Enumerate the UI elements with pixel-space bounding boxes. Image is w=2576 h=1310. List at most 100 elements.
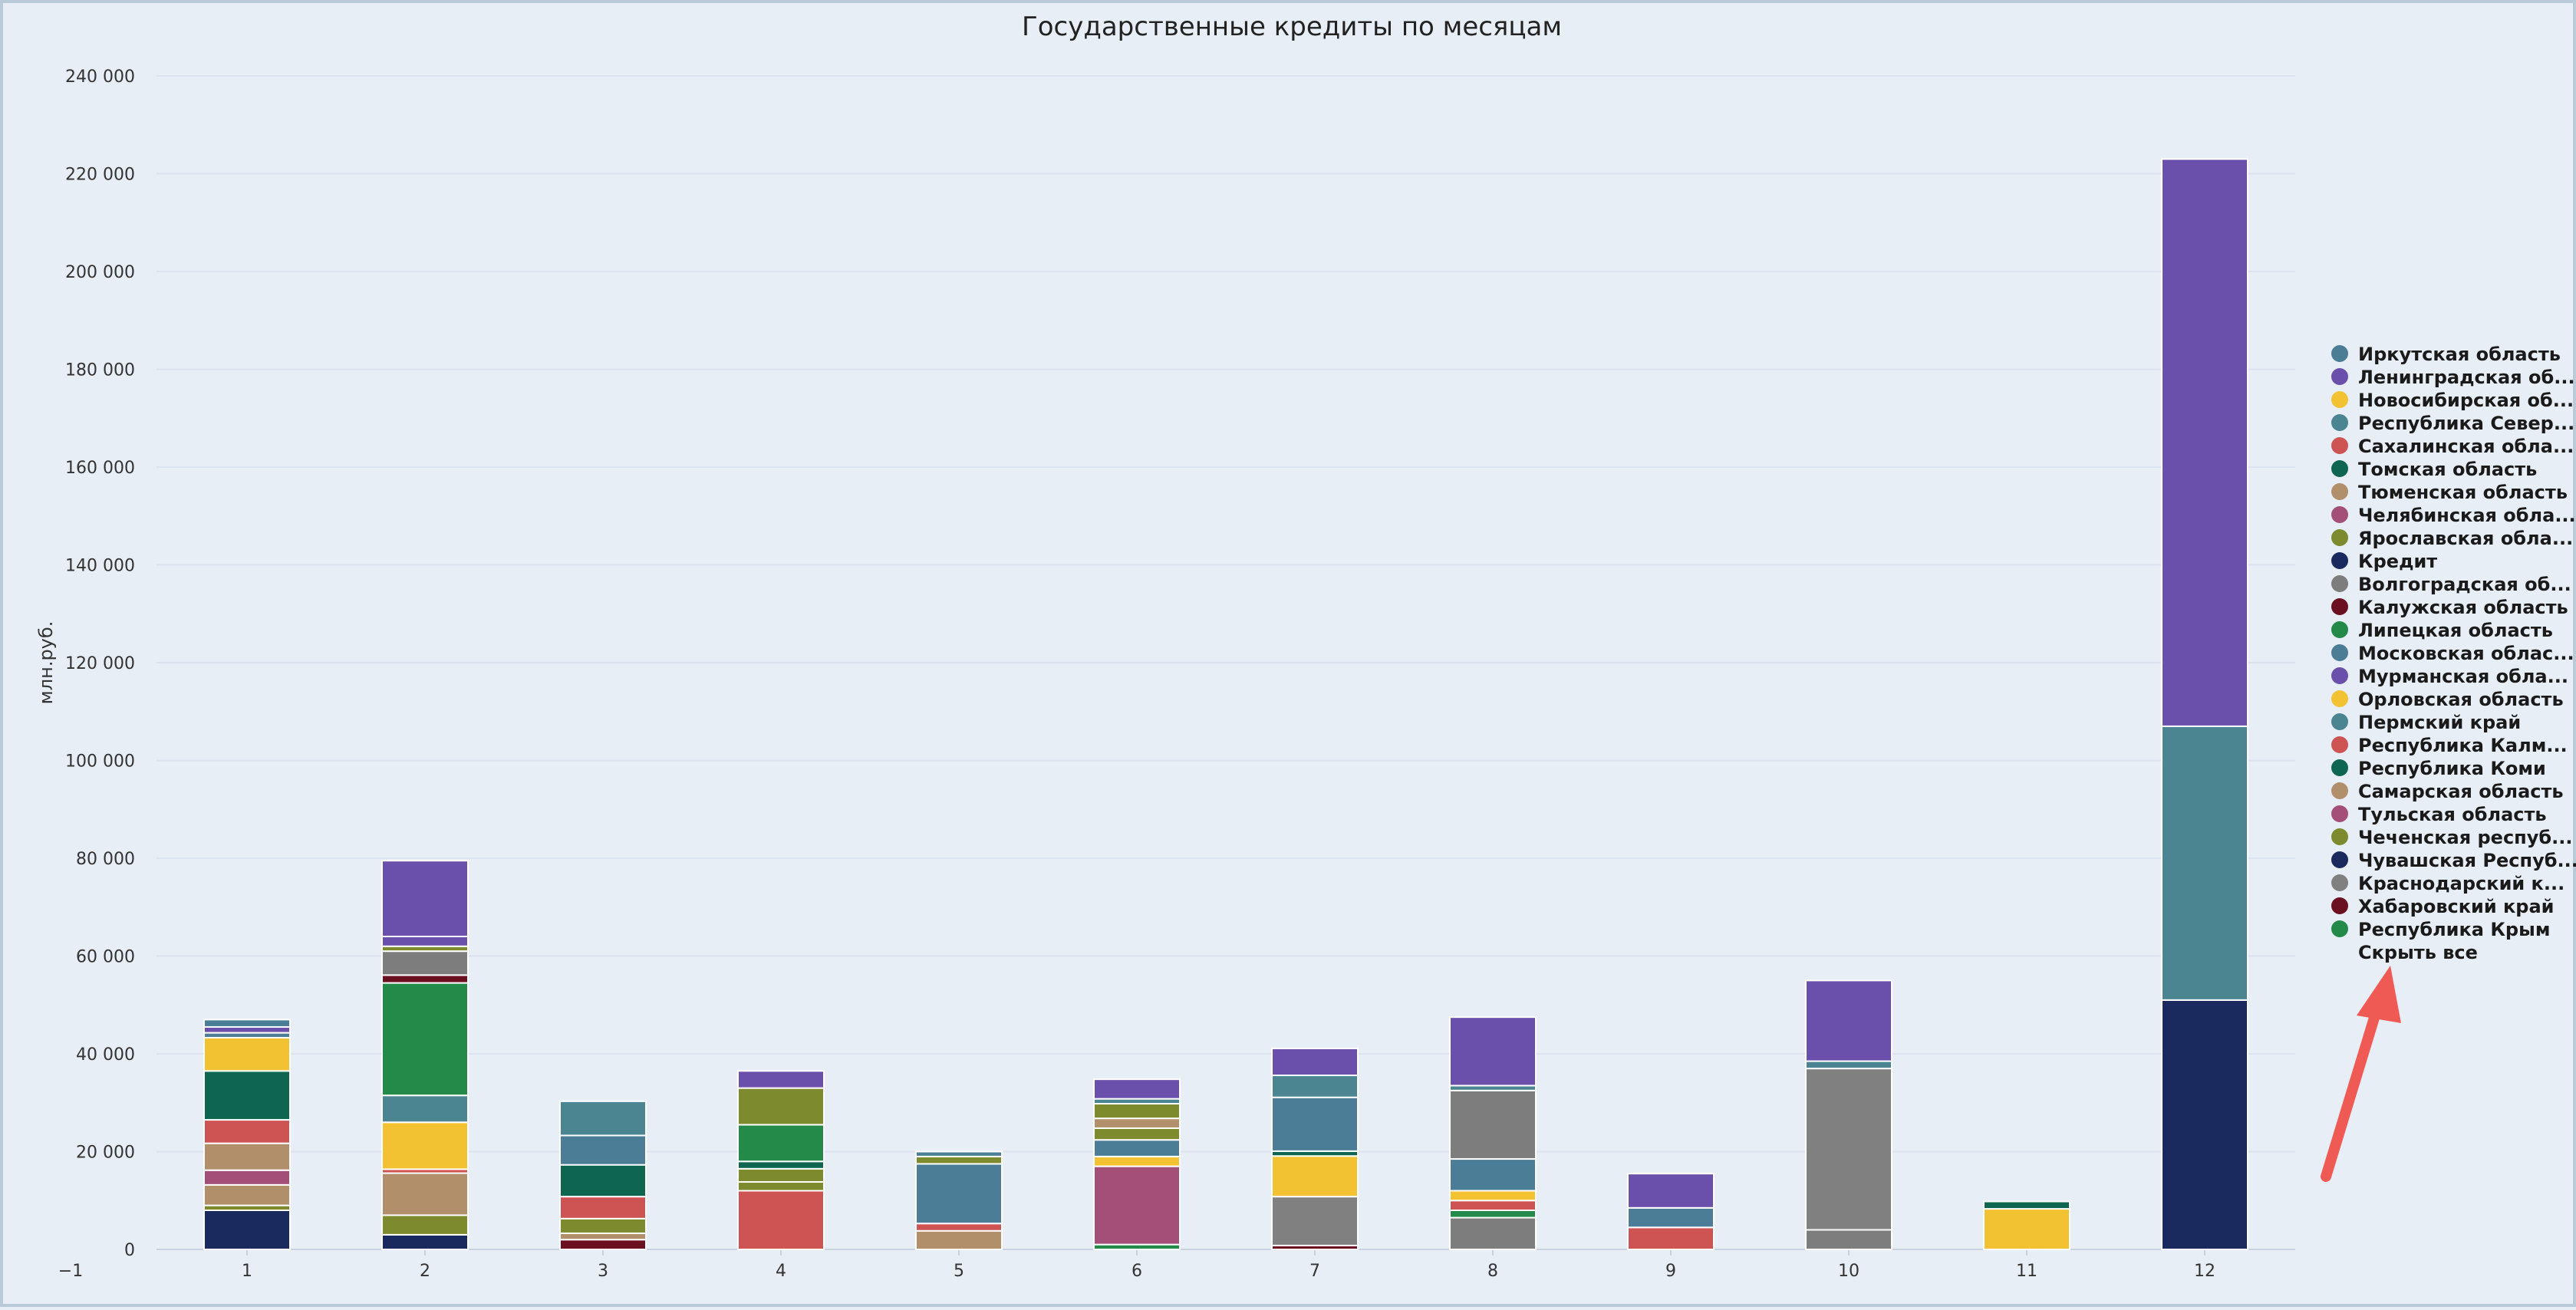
bar-segment[interactable] xyxy=(1093,1103,1181,1120)
bar-segment[interactable] xyxy=(1449,1190,1537,1202)
bar-segment[interactable] xyxy=(737,1160,825,1170)
bar-segment[interactable] xyxy=(203,1036,291,1072)
legend-item[interactable]: Республика Крым xyxy=(2331,919,2550,940)
bar-segment[interactable] xyxy=(381,1094,469,1124)
bar-segment[interactable] xyxy=(1271,1075,1359,1098)
legend-item[interactable]: Пермский край xyxy=(2331,712,2521,733)
bar-segment[interactable] xyxy=(737,1087,825,1126)
bar-segment[interactable] xyxy=(1093,1078,1181,1100)
bar-segment[interactable] xyxy=(1449,1158,1537,1192)
bar-segment[interactable] xyxy=(203,1019,291,1028)
bar-segment[interactable] xyxy=(915,1155,1003,1165)
bar-segment[interactable] xyxy=(559,1239,647,1250)
bar-segment[interactable] xyxy=(381,950,469,976)
bar-segment[interactable] xyxy=(1449,1089,1537,1160)
bar-segment[interactable] xyxy=(915,1163,1003,1225)
bar-segment[interactable] xyxy=(1627,1173,1715,1209)
bar-segment[interactable] xyxy=(559,1100,647,1137)
bar-segment[interactable] xyxy=(1983,1200,2070,1210)
legend-marker xyxy=(2331,690,2348,707)
bar-segment[interactable] xyxy=(203,1183,291,1206)
legend-item[interactable]: Липецкая область xyxy=(2331,620,2553,641)
bar-segment[interactable] xyxy=(203,1025,291,1034)
legend-item[interactable]: Мурманская обла... xyxy=(2331,666,2568,687)
legend-item[interactable]: Челябинская обла... xyxy=(2331,505,2576,526)
bar-segment[interactable] xyxy=(1271,1047,1359,1077)
bar-segment[interactable] xyxy=(381,860,469,937)
bar-segment[interactable] xyxy=(737,1167,825,1183)
bar-segment[interactable] xyxy=(1271,1096,1359,1152)
bar-segment[interactable] xyxy=(559,1164,647,1198)
bar-segment[interactable] xyxy=(1805,1068,1892,1231)
legend-item[interactable]: Сахалинская обла... xyxy=(2331,436,2574,457)
legend-item[interactable]: Хабаровский край xyxy=(2331,896,2555,917)
legend-item[interactable]: Томская область xyxy=(2331,459,2537,480)
bar-segment[interactable] xyxy=(2161,725,2248,1001)
bar-segment[interactable] xyxy=(737,1181,825,1192)
bar-segment[interactable] xyxy=(1093,1139,1181,1157)
bar-segment[interactable] xyxy=(381,1172,469,1216)
legend-item[interactable]: Тюменская область xyxy=(2331,482,2568,503)
bar-segment[interactable] xyxy=(1093,1127,1181,1141)
legend-item[interactable]: Тульская область xyxy=(2331,804,2547,825)
legend-item[interactable]: Волгоградская об... xyxy=(2331,574,2571,595)
legend-item[interactable]: Чувашская Респуб... xyxy=(2331,850,2576,871)
legend-item[interactable]: Орловская область xyxy=(2331,689,2564,710)
bar-segment[interactable] xyxy=(559,1232,647,1241)
bar-segment[interactable] xyxy=(1271,1155,1359,1198)
bar-segment[interactable] xyxy=(381,974,469,984)
bar-segment[interactable] xyxy=(381,1121,469,1170)
legend-item[interactable]: Чеченская респуб... xyxy=(2331,827,2573,848)
bar-segment[interactable] xyxy=(1449,1210,1537,1219)
bar-segment[interactable] xyxy=(915,1229,1003,1251)
bar-segment[interactable] xyxy=(1627,1226,1715,1250)
bar-segment[interactable] xyxy=(1983,1208,2070,1251)
legend-item[interactable]: Республика Север... xyxy=(2331,413,2574,434)
bar-segment[interactable] xyxy=(2161,158,2248,727)
bar-segment[interactable] xyxy=(381,982,469,1097)
bar-segment[interactable] xyxy=(559,1217,647,1234)
bar-segment[interactable] xyxy=(1093,1165,1181,1246)
bar-segment[interactable] xyxy=(1627,1206,1715,1229)
legend-marker xyxy=(2331,621,2348,638)
bar-segment[interactable] xyxy=(915,1150,1003,1157)
bar-segment[interactable] xyxy=(559,1134,647,1166)
legend-item[interactable]: Ленинградская об... xyxy=(2331,367,2575,388)
bar-segment[interactable] xyxy=(203,1070,291,1121)
bar-segment[interactable] xyxy=(1449,1016,1537,1087)
bar-segment[interactable] xyxy=(203,1210,291,1250)
bar-segment[interactable] xyxy=(1093,1117,1181,1129)
y-tick-label: 200 000 xyxy=(65,263,135,282)
legend-item[interactable]: Кредит xyxy=(2331,551,2437,572)
bar-segment[interactable] xyxy=(381,1233,469,1250)
legend-item[interactable]: Ярославская обла... xyxy=(2331,528,2573,549)
bar-segment[interactable] xyxy=(1449,1200,1537,1211)
legend-item[interactable]: Самарская область xyxy=(2331,781,2564,802)
bar-segment[interactable] xyxy=(381,1214,469,1236)
bar-segment[interactable] xyxy=(1271,1196,1359,1246)
legend-item[interactable]: Иркутская область xyxy=(2331,344,2561,365)
legend-item[interactable]: Московская облас... xyxy=(2331,643,2574,664)
legend-item[interactable]: Краснодарский к... xyxy=(2331,873,2564,894)
bar-segment[interactable] xyxy=(1805,1060,1892,1070)
bar-segment[interactable] xyxy=(1093,1155,1181,1167)
bar-segment[interactable] xyxy=(203,1119,291,1144)
legend-item[interactable]: Новосибирская об... xyxy=(2331,390,2574,411)
legend-item[interactable]: Калужская область xyxy=(2331,597,2568,618)
bar-segment[interactable] xyxy=(559,1196,647,1219)
bar-segment[interactable] xyxy=(737,1070,825,1089)
bar-segment[interactable] xyxy=(1449,1216,1537,1250)
hide-all-button[interactable]: Скрыть все xyxy=(2358,942,2478,963)
bar-segment[interactable] xyxy=(203,1142,291,1171)
legend-item[interactable]: Республика Коми xyxy=(2331,758,2546,779)
bar-segment[interactable] xyxy=(203,1169,291,1186)
bar-segment[interactable] xyxy=(381,936,469,947)
bar-segment[interactable] xyxy=(1805,1229,1892,1250)
legend-item[interactable]: Республика Калм... xyxy=(2331,735,2568,756)
bar-segment[interactable] xyxy=(737,1124,825,1163)
bar-segment[interactable] xyxy=(2161,999,2248,1250)
bar-segment[interactable] xyxy=(915,1223,1003,1232)
bar-segment[interactable] xyxy=(737,1190,825,1250)
bar-segment[interactable] xyxy=(1805,979,1892,1062)
